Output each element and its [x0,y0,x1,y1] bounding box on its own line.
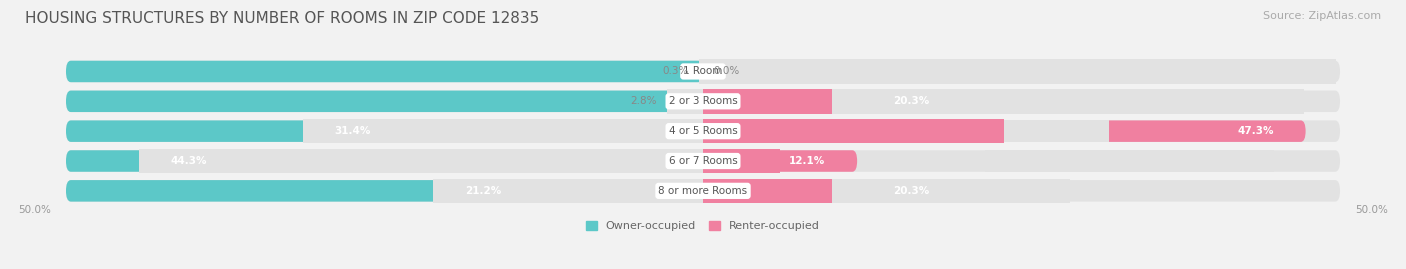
Bar [696,179,703,203]
FancyBboxPatch shape [668,91,703,112]
Bar [696,149,703,173]
Legend: Owner-occupied, Renter-occupied: Owner-occupied, Renter-occupied [586,221,820,231]
Text: 0.3%: 0.3% [662,66,689,76]
Text: 12.1%: 12.1% [789,156,825,166]
Text: 44.3%: 44.3% [170,156,207,166]
Text: 20.3%: 20.3% [894,186,929,196]
Text: 21.2%: 21.2% [465,186,501,196]
Bar [704,61,713,83]
Bar [703,179,832,203]
FancyBboxPatch shape [703,180,962,201]
Text: 2.8%: 2.8% [631,96,657,106]
FancyBboxPatch shape [66,150,1340,172]
Text: 50.0%: 50.0% [18,205,51,215]
Bar [903,120,1109,142]
Text: 2 or 3 Rooms: 2 or 3 Rooms [669,96,737,106]
FancyBboxPatch shape [302,121,703,142]
Bar [696,119,703,143]
Bar [838,180,980,202]
FancyBboxPatch shape [703,150,858,172]
FancyBboxPatch shape [66,61,703,82]
FancyBboxPatch shape [66,91,1340,112]
Text: 1 Room: 1 Room [683,66,723,76]
FancyBboxPatch shape [66,180,1340,201]
Bar [721,90,745,112]
Text: HOUSING STRUCTURES BY NUMBER OF ROOMS IN ZIP CODE 12835: HOUSING STRUCTURES BY NUMBER OF ROOMS IN… [25,11,540,26]
Text: Source: ZipAtlas.com: Source: ZipAtlas.com [1263,11,1381,21]
Bar [699,59,1336,84]
FancyBboxPatch shape [433,180,703,201]
Bar [668,89,1305,114]
Bar [696,89,703,114]
Bar [703,119,1004,143]
Bar [986,150,1274,172]
FancyBboxPatch shape [703,121,1306,142]
FancyBboxPatch shape [66,121,703,142]
Text: 0.0%: 0.0% [713,66,740,76]
Text: 8 or more Rooms: 8 or more Rooms [658,186,748,196]
Bar [433,179,1070,203]
FancyBboxPatch shape [66,91,703,112]
FancyBboxPatch shape [66,121,1340,142]
FancyBboxPatch shape [66,61,1340,82]
Text: 6 or 7 Rooms: 6 or 7 Rooms [669,156,737,166]
Text: 4 or 5 Rooms: 4 or 5 Rooms [669,126,737,136]
FancyBboxPatch shape [66,150,703,172]
Text: 47.3%: 47.3% [1237,126,1274,136]
Text: 20.3%: 20.3% [894,96,929,106]
FancyBboxPatch shape [139,150,703,172]
Text: 31.4%: 31.4% [335,126,371,136]
FancyBboxPatch shape [66,180,703,201]
FancyBboxPatch shape [699,61,703,82]
Bar [302,119,941,143]
FancyBboxPatch shape [703,91,962,112]
Text: 50.0%: 50.0% [1355,205,1388,215]
Bar [703,149,780,173]
Bar [139,149,776,173]
Bar [703,89,832,114]
